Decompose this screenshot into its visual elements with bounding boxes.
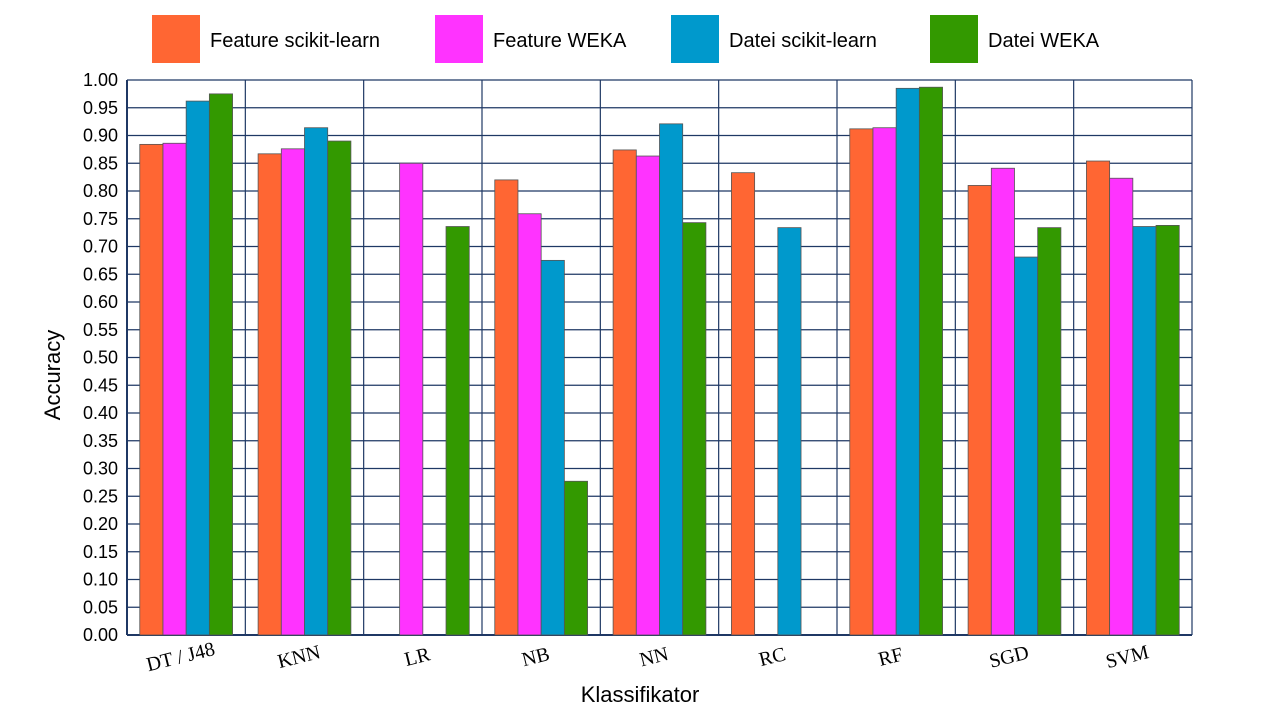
x-tick-label: RF xyxy=(876,644,905,671)
y-tick-label: 0.20 xyxy=(83,514,118,534)
legend: Feature scikit-learn Feature WEKA Datei sc… xyxy=(152,15,1100,63)
y-tick-label: 0.05 xyxy=(83,597,118,617)
bar xyxy=(918,86,943,636)
bar xyxy=(494,179,519,636)
y-tick-label: 0.65 xyxy=(83,264,118,284)
x-axis-title: Klassifikator xyxy=(581,682,700,707)
y-tick-label: 0.25 xyxy=(83,486,118,506)
legend-swatch xyxy=(671,15,719,63)
y-tick-label: 0.40 xyxy=(83,403,118,423)
bar xyxy=(257,153,282,636)
bar xyxy=(162,142,187,636)
x-tick-label: SGD xyxy=(987,642,1031,673)
bar xyxy=(967,185,992,636)
bar xyxy=(445,226,470,636)
y-tick-label: 0.10 xyxy=(83,570,118,590)
bar xyxy=(327,140,352,636)
x-tick-label: NB xyxy=(520,643,552,671)
y-tick-label: 0.60 xyxy=(83,292,118,312)
bar xyxy=(872,127,897,636)
bar xyxy=(1109,177,1134,636)
y-axis-title: Accuracy xyxy=(40,330,65,420)
bar xyxy=(1014,256,1039,636)
x-tick-labels: DT / J48 KNN LR NB NN RC RF SGD SVM xyxy=(144,638,1151,676)
bar xyxy=(1132,226,1157,636)
bar xyxy=(731,172,756,636)
y-tick-label: 0.30 xyxy=(83,459,118,479)
y-tick-label: 0.95 xyxy=(83,98,118,118)
y-tick-label: 0.90 xyxy=(83,126,118,146)
x-tick-label: DT / J48 xyxy=(144,638,217,676)
x-tick-label: SVM xyxy=(1104,641,1152,673)
bar xyxy=(682,222,707,636)
bar xyxy=(563,480,588,636)
x-tick-label: LR xyxy=(402,643,433,671)
y-tick-label: 0.45 xyxy=(83,375,118,395)
legend-label: Feature scikit-learn xyxy=(210,30,380,52)
y-tick-labels: 0.00 0.05 0.10 0.15 0.20 0.25 0.30 0.35 0.40 0.45… xyxy=(83,70,118,645)
bar xyxy=(517,213,542,636)
bar xyxy=(139,143,164,636)
bar xyxy=(659,123,684,636)
bar xyxy=(1155,225,1180,636)
bar xyxy=(304,127,329,636)
y-tick-label: 1.00 xyxy=(83,70,118,90)
bar xyxy=(540,259,565,636)
legend-label: Feature WEKA xyxy=(493,30,627,52)
x-tick-label: KNN xyxy=(275,641,322,673)
bar xyxy=(185,100,210,636)
legend-label: Datei scikit-learn xyxy=(729,30,877,52)
y-tick-label: 0.75 xyxy=(83,209,118,229)
legend-swatch xyxy=(152,15,200,63)
bar xyxy=(990,167,1015,636)
bar xyxy=(399,162,424,636)
x-tick-label: NN xyxy=(637,643,670,671)
legend-swatch xyxy=(435,15,483,63)
y-tick-label: 0.85 xyxy=(83,153,118,173)
y-tick-label: 0.55 xyxy=(83,320,118,340)
y-tick-label: 0.70 xyxy=(83,237,118,257)
y-tick-label: 0.50 xyxy=(83,348,118,368)
bar xyxy=(849,128,874,636)
bar xyxy=(895,87,920,636)
bar xyxy=(208,93,233,636)
y-tick-label: 0.15 xyxy=(83,542,118,562)
x-tick-label: RC xyxy=(757,643,788,671)
y-tick-label: 0.00 xyxy=(83,625,118,645)
legend-label: Datei WEKA xyxy=(988,30,1100,52)
bar xyxy=(777,227,802,636)
bar xyxy=(1037,227,1062,636)
y-tick-label: 0.35 xyxy=(83,431,118,451)
bar xyxy=(612,149,637,636)
bar xyxy=(1086,160,1111,636)
bar xyxy=(280,148,305,636)
legend-swatch xyxy=(930,15,978,63)
y-tick-label: 0.80 xyxy=(83,181,118,201)
bar xyxy=(635,155,660,636)
bars-group xyxy=(139,86,1180,636)
